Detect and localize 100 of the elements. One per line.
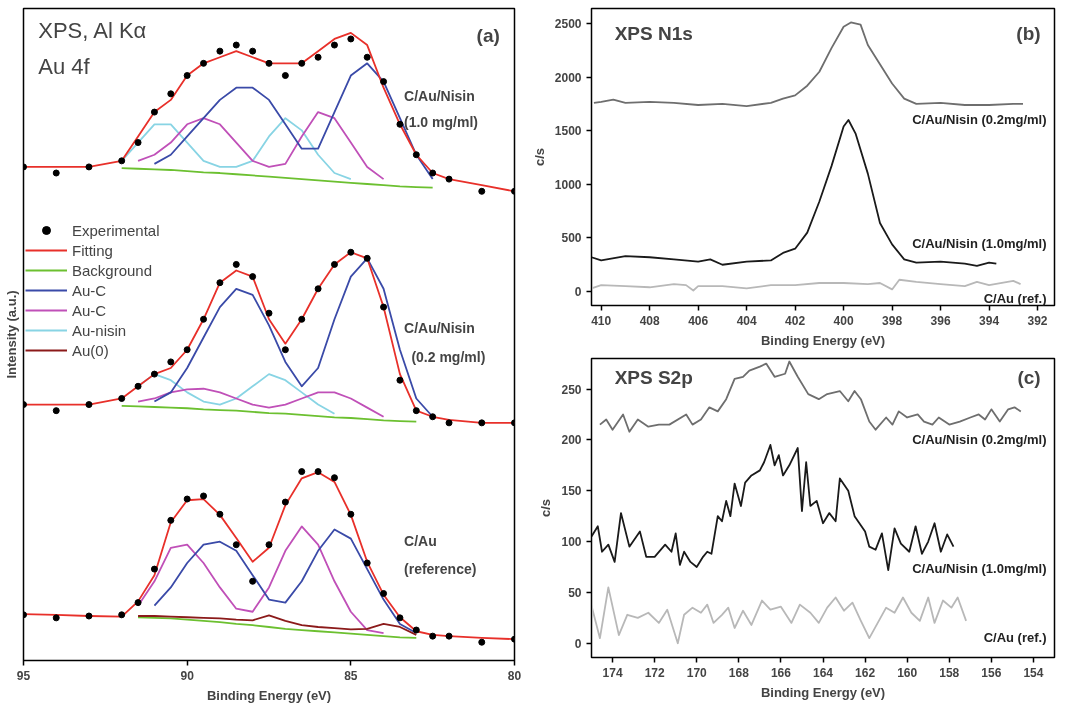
point <box>134 382 142 390</box>
point <box>265 541 273 549</box>
point <box>150 565 158 573</box>
y-axis-title: Intensity (a.u.) <box>3 290 19 379</box>
point <box>118 394 126 402</box>
y-tick-label: 200 <box>561 433 582 448</box>
x-tick-label: 392 <box>1027 313 1048 328</box>
legend-label: Au-nisin <box>72 321 127 339</box>
x-tick-label: 170 <box>686 665 708 680</box>
point <box>150 370 158 378</box>
point <box>200 492 208 500</box>
point <box>478 419 486 427</box>
point <box>314 285 322 293</box>
point <box>216 279 224 287</box>
annotation: C/Au/Nisin <box>404 319 475 336</box>
point <box>216 47 224 55</box>
point <box>232 541 240 549</box>
annotation: C/Au <box>404 533 437 550</box>
point <box>249 273 257 281</box>
x-tick-label: 160 <box>897 665 918 680</box>
point <box>52 614 60 622</box>
point <box>380 589 388 597</box>
x-tick-label: 85 <box>344 668 358 683</box>
point <box>445 175 453 183</box>
x-tick-label: 154 <box>1023 665 1044 680</box>
point <box>314 53 322 61</box>
point <box>118 157 126 165</box>
point <box>134 599 142 607</box>
point <box>52 407 60 415</box>
point <box>281 346 289 354</box>
point <box>445 632 453 640</box>
point <box>134 139 142 147</box>
point <box>281 72 289 80</box>
annotation: (a) <box>476 24 500 46</box>
point <box>200 59 208 67</box>
x-tick-label: 396 <box>930 313 951 328</box>
point <box>363 559 371 567</box>
y-tick-label: 500 <box>561 231 582 246</box>
point <box>363 53 371 61</box>
annotation: (c) <box>1017 367 1041 389</box>
x-tick-label: 156 <box>981 665 1002 680</box>
x-tick-label: 404 <box>736 313 757 328</box>
point <box>167 516 175 524</box>
legend-label: Background <box>72 261 153 279</box>
y-tick-label: 100 <box>561 535 582 550</box>
x-tick-label: 394 <box>979 313 1000 328</box>
point <box>298 315 306 323</box>
point <box>396 614 404 622</box>
y-tick-label: 50 <box>568 585 582 600</box>
x-axis-title: Binding Energy (eV) <box>760 332 886 348</box>
x-tick-label: 162 <box>855 665 876 680</box>
point <box>200 315 208 323</box>
point <box>347 248 355 256</box>
x-axis-title: Binding Energy (eV) <box>760 684 886 700</box>
point <box>347 510 355 518</box>
y-axis-title: c/s <box>538 498 554 518</box>
point <box>249 577 257 585</box>
point <box>232 41 240 49</box>
point <box>412 626 420 634</box>
y-axis-title: c/s <box>531 147 547 167</box>
point <box>445 419 453 427</box>
x-tick-label: 80 <box>507 668 522 683</box>
point <box>380 78 388 86</box>
point <box>363 254 371 262</box>
y-tick-label: 250 <box>561 382 582 397</box>
point <box>412 151 420 159</box>
point <box>85 612 93 620</box>
legend-label: Experimental <box>72 221 160 239</box>
series-label: C/Au/Nisin (1.0mg/ml) <box>912 561 1047 577</box>
point <box>183 495 191 503</box>
point <box>85 401 93 409</box>
point <box>478 638 486 646</box>
point <box>298 468 306 476</box>
legend-label: Au-C <box>72 301 107 319</box>
point <box>396 376 404 384</box>
point <box>330 41 338 49</box>
annotation: (b) <box>1016 23 1041 45</box>
point <box>298 59 306 67</box>
y-tick-label: 150 <box>561 484 582 499</box>
series-label: C/Au (ref.) <box>983 630 1047 646</box>
annotation: C/Au/Nisin <box>404 88 475 105</box>
legend-label: Au(0) <box>72 341 109 359</box>
series-label: C/Au/Nisin (1.0mg/ml) <box>912 236 1047 252</box>
point <box>249 47 257 55</box>
series-label: C/Au/Nisin (0.2mg/ml) <box>912 112 1047 128</box>
legend-label: Fitting <box>72 241 113 259</box>
x-tick-label: 95 <box>16 668 31 683</box>
line-series <box>591 278 1022 292</box>
y-tick-label: 1500 <box>554 124 582 139</box>
annotation: (0.2 mg/ml) <box>411 348 486 365</box>
annotation: XPS S2p <box>614 367 693 389</box>
point <box>85 163 93 171</box>
x-tick-label: 90 <box>180 668 195 683</box>
x-tick-label: 410 <box>591 313 612 328</box>
point <box>347 35 355 43</box>
point <box>167 90 175 98</box>
legend-label: Au-C <box>72 281 107 299</box>
annotation: XPS N1s <box>614 23 693 45</box>
x-tick-label: 172 <box>644 665 665 680</box>
point <box>118 611 126 619</box>
